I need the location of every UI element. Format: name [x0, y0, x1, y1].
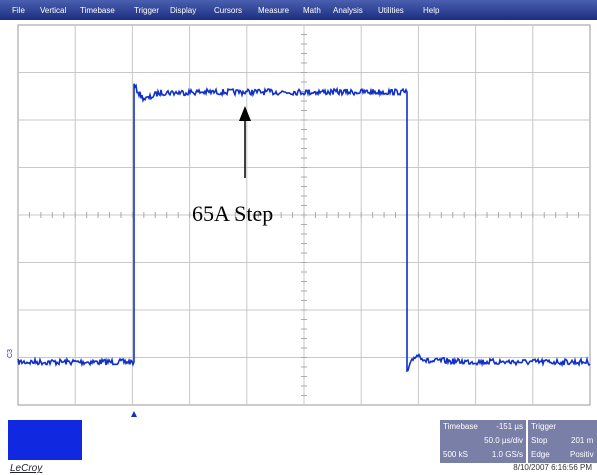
trigger-type: Edge	[531, 450, 550, 459]
menu-item[interactable]: File	[12, 6, 25, 15]
timebase-samples: 500 kS	[443, 450, 468, 459]
trigger-level: 201 m	[571, 436, 594, 445]
timebase-rate: 1.0 GS/s	[492, 450, 523, 459]
brand: LeCroy	[10, 463, 43, 474]
trigger-mode: Stop	[531, 436, 548, 445]
trigger-title: Trigger	[531, 422, 556, 431]
menu-item[interactable]: Trigger	[134, 6, 159, 15]
menu-item[interactable]: Math	[303, 6, 321, 15]
timebase-title: Timebase	[443, 422, 478, 431]
grid	[18, 25, 590, 405]
channel-box	[8, 420, 82, 460]
timestamp: 8/10/2007 6:16:56 PM	[513, 463, 592, 472]
menu-item[interactable]: Analysis	[333, 6, 363, 15]
menu-item[interactable]: Display	[170, 6, 196, 15]
menu-item[interactable]: Timebase	[80, 6, 115, 15]
menu-item[interactable]: Measure	[258, 6, 290, 15]
menu-item[interactable]: Cursors	[214, 6, 242, 15]
trigger-box	[528, 420, 597, 463]
menu-item[interactable]: Utilities	[378, 6, 404, 15]
waveform	[17, 83, 591, 373]
menu: File Vertical Timebase Trigger Display Cursor…	[12, 6, 440, 15]
trigger-marker	[131, 411, 137, 417]
timebase-scale: 50.0 µs/div	[484, 436, 523, 445]
menu-item[interactable]: Vertical	[40, 6, 66, 15]
arrow-head	[239, 106, 251, 121]
timebase-box	[440, 420, 526, 463]
timebase-delay: -151 µs	[496, 422, 523, 431]
channel-marker: C3	[7, 349, 14, 358]
menu-item[interactable]: Help	[423, 6, 440, 15]
annotation: 65A Step	[192, 201, 273, 226]
trigger-slope: Positiv	[570, 450, 594, 459]
menu-bar	[0, 0, 597, 20]
